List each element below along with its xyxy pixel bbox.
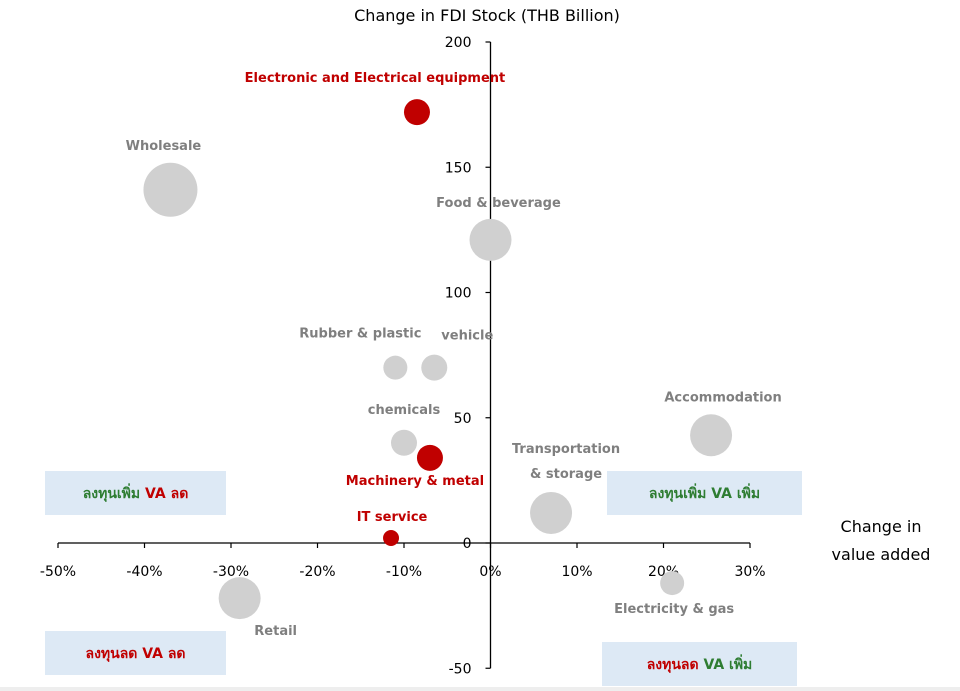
y-tick-label: 200 [445, 35, 472, 51]
quadrant-box-top-right [607, 471, 802, 515]
data-label: Electronic and Electrical equipment [245, 71, 506, 86]
x-tick-label: -20% [299, 564, 335, 580]
y-tick-label: 100 [445, 286, 472, 302]
data-label: IT service [357, 510, 428, 525]
bubble-point [469, 218, 512, 261]
quadrant-label-bottom-right: ลงทุนลด VA เพิ่ม [647, 654, 753, 673]
bubble-point [403, 99, 430, 126]
bubble-point [391, 429, 417, 456]
data-label: Retail [254, 624, 297, 639]
quadrant-label-part2: VA ลด [140, 486, 188, 502]
y-axis-title: Change in FDI Stock (THB Billion) [354, 6, 620, 25]
quadrant-label-top-left: ลงทุนเพิ่ม VA ลด [83, 483, 189, 502]
bubble-point [218, 577, 261, 620]
bubble-point [421, 354, 448, 381]
quadrant-label-part2: VA ลด [137, 646, 185, 662]
bubble-point [690, 414, 733, 457]
data-label: Accommodation [664, 390, 781, 405]
data-label: Transportation [512, 442, 620, 457]
y-tick-label: 50 [454, 411, 472, 427]
data-label: Wholesale [126, 139, 202, 154]
quadrant-label-part1: ลงทุนเพิ่ม [649, 483, 706, 502]
quadrant-box-bottom-right [602, 642, 797, 686]
x-tick-label: -10% [386, 564, 422, 580]
quadrant-box-bottom-left [45, 631, 226, 675]
y-tick-label: 0 [463, 536, 472, 552]
quadrant-label-part1: ลงทุนลด [85, 646, 137, 662]
data-label: Machinery & metal [346, 474, 484, 489]
x-tick-label: -50% [40, 564, 76, 580]
quadrant-label-top-right: ลงทุนเพิ่ม VA เพิ่ม [649, 483, 760, 502]
bubble-point [383, 355, 408, 380]
x-axis-title-line1: Change in [841, 517, 922, 536]
bubble-point [530, 491, 573, 534]
data-label: & storage [530, 467, 602, 482]
quadrant-label-bottom-left: ลงทุนลด VA ลด [85, 646, 185, 662]
bubble-point [383, 529, 400, 546]
data-label: Electricity & gas [614, 602, 734, 617]
bubble-point [660, 571, 685, 596]
x-axis-title-line2: value added [832, 545, 931, 564]
quadrant-label-part2: VA เพิ่ม [699, 654, 753, 673]
quadrant-label-part1: ลงทุนลด [647, 657, 699, 673]
x-tick-label: 30% [734, 564, 765, 580]
x-tick-label: 0% [479, 564, 501, 580]
y-tick-label: -50 [449, 661, 472, 677]
x-tick-label: -30% [213, 564, 249, 580]
bubble-point [143, 162, 198, 217]
quadrant-label-part1: ลงทุนเพิ่ม [83, 483, 140, 502]
quadrant-label-part2: VA เพิ่ม [706, 483, 760, 502]
bubble-point [416, 444, 443, 471]
data-label: vehicle [441, 329, 493, 344]
x-tick-label: 10% [561, 564, 592, 580]
data-label: Food & beverage [436, 196, 561, 211]
data-label: Rubber & plastic [299, 327, 421, 342]
quadrant-box-top-left [45, 471, 226, 515]
data-label: chemicals [368, 403, 441, 418]
y-tick-label: 150 [445, 160, 472, 176]
footer-band [0, 687, 960, 691]
x-tick-label: -40% [126, 564, 162, 580]
